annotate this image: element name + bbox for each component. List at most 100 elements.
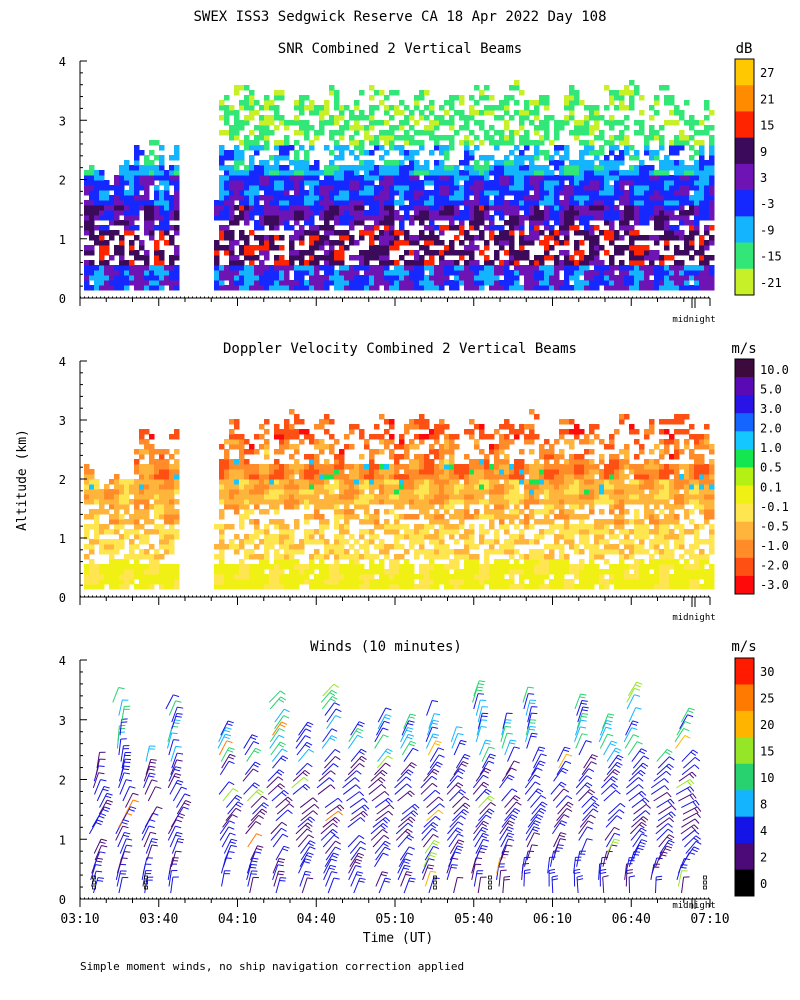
snr-cell xyxy=(89,250,95,256)
doppler-cell xyxy=(364,464,370,470)
snr-cell xyxy=(239,170,245,176)
doppler-cell xyxy=(254,504,260,510)
snr-cell xyxy=(259,105,265,111)
snr-cell xyxy=(404,190,410,196)
snr-cell xyxy=(649,200,655,206)
doppler-cell xyxy=(174,569,180,575)
snr-cell xyxy=(639,110,645,116)
snr-cell xyxy=(89,185,95,191)
snr-cell xyxy=(479,190,485,196)
doppler-cell xyxy=(489,509,495,515)
snr-cell xyxy=(349,200,355,206)
doppler-cell xyxy=(374,474,380,480)
snr-cell xyxy=(479,95,485,101)
doppler-cell xyxy=(489,549,495,555)
doppler-cell xyxy=(334,569,340,575)
snr-cell xyxy=(514,215,520,221)
snr-cell xyxy=(119,180,125,186)
snr-cell xyxy=(709,280,715,286)
doppler-cell xyxy=(459,509,465,515)
doppler-cell xyxy=(214,579,220,585)
snr-cell xyxy=(699,170,705,176)
doppler-cell xyxy=(379,469,385,475)
snr-cell xyxy=(104,240,110,246)
doppler-cell xyxy=(304,464,310,470)
snr-cell xyxy=(464,235,470,241)
snr-cell xyxy=(679,175,685,181)
snr-cell xyxy=(294,205,300,211)
snr-cell xyxy=(369,85,375,91)
snr-cell xyxy=(94,200,100,206)
snr-cell xyxy=(269,175,275,181)
snr-cell xyxy=(399,170,405,176)
snr-cell xyxy=(229,180,235,186)
doppler-cell xyxy=(169,494,175,500)
doppler-cell xyxy=(219,529,225,535)
snr-cell xyxy=(574,285,580,291)
doppler-cell xyxy=(354,569,360,575)
snr-cell xyxy=(459,110,465,116)
doppler-cell xyxy=(274,569,280,575)
snr-cell xyxy=(414,275,420,281)
snr-cell xyxy=(239,125,245,131)
snr-cell xyxy=(289,260,295,266)
snr-cell xyxy=(414,210,420,216)
snr-cell xyxy=(614,215,620,221)
doppler-cell xyxy=(104,549,110,555)
snr-cell xyxy=(459,200,465,206)
doppler-cell xyxy=(489,469,495,475)
doppler-cell xyxy=(444,469,450,475)
doppler-cell xyxy=(254,554,260,560)
snr-cell xyxy=(114,230,120,236)
snr-cell xyxy=(134,280,140,286)
snr-cell xyxy=(464,175,470,181)
doppler-cell xyxy=(234,549,240,555)
doppler-cell xyxy=(404,564,410,570)
snr-cell xyxy=(119,265,125,271)
snr-cell xyxy=(369,210,375,216)
doppler-cell xyxy=(324,479,330,485)
snr-cell xyxy=(234,220,240,226)
snr-cell xyxy=(114,280,120,286)
snr-cell xyxy=(644,170,650,176)
doppler-cell xyxy=(344,509,350,515)
snr-cell xyxy=(134,255,140,261)
snr-cell xyxy=(289,195,295,201)
snr-cell xyxy=(479,220,485,226)
doppler-cell xyxy=(149,574,155,580)
snr-cell xyxy=(559,120,565,126)
snr-cell xyxy=(629,90,635,96)
snr-cell xyxy=(504,260,510,266)
snr-cell xyxy=(519,115,525,121)
doppler-cell xyxy=(404,474,410,480)
doppler-cell xyxy=(114,484,120,490)
doppler-cell xyxy=(334,579,340,585)
doppler-cell xyxy=(219,524,225,530)
snr-cell xyxy=(404,155,410,161)
snr-cell xyxy=(289,170,295,176)
doppler-cell xyxy=(374,544,380,550)
doppler-cell xyxy=(244,464,250,470)
snr-cell xyxy=(524,105,530,111)
snr-cell xyxy=(254,205,260,211)
snr-cell xyxy=(389,190,395,196)
snr-cell xyxy=(544,120,550,126)
snr-cell xyxy=(689,195,695,201)
doppler-cell xyxy=(269,474,275,480)
snr-cell xyxy=(594,215,600,221)
doppler-cell xyxy=(229,469,235,475)
doppler-cell xyxy=(339,574,345,580)
doppler-cell xyxy=(389,454,395,460)
snr-cell xyxy=(674,145,680,151)
doppler-cell xyxy=(229,484,235,490)
snr-cell xyxy=(224,185,230,191)
doppler-cell xyxy=(149,479,155,485)
snr-cell xyxy=(384,270,390,276)
snr-cell xyxy=(574,170,580,176)
snr-cell xyxy=(504,100,510,106)
doppler-cell xyxy=(369,529,375,535)
doppler-cell xyxy=(339,499,345,505)
doppler-cell xyxy=(94,534,100,540)
snr-cell xyxy=(649,130,655,136)
doppler-cell xyxy=(479,524,485,530)
